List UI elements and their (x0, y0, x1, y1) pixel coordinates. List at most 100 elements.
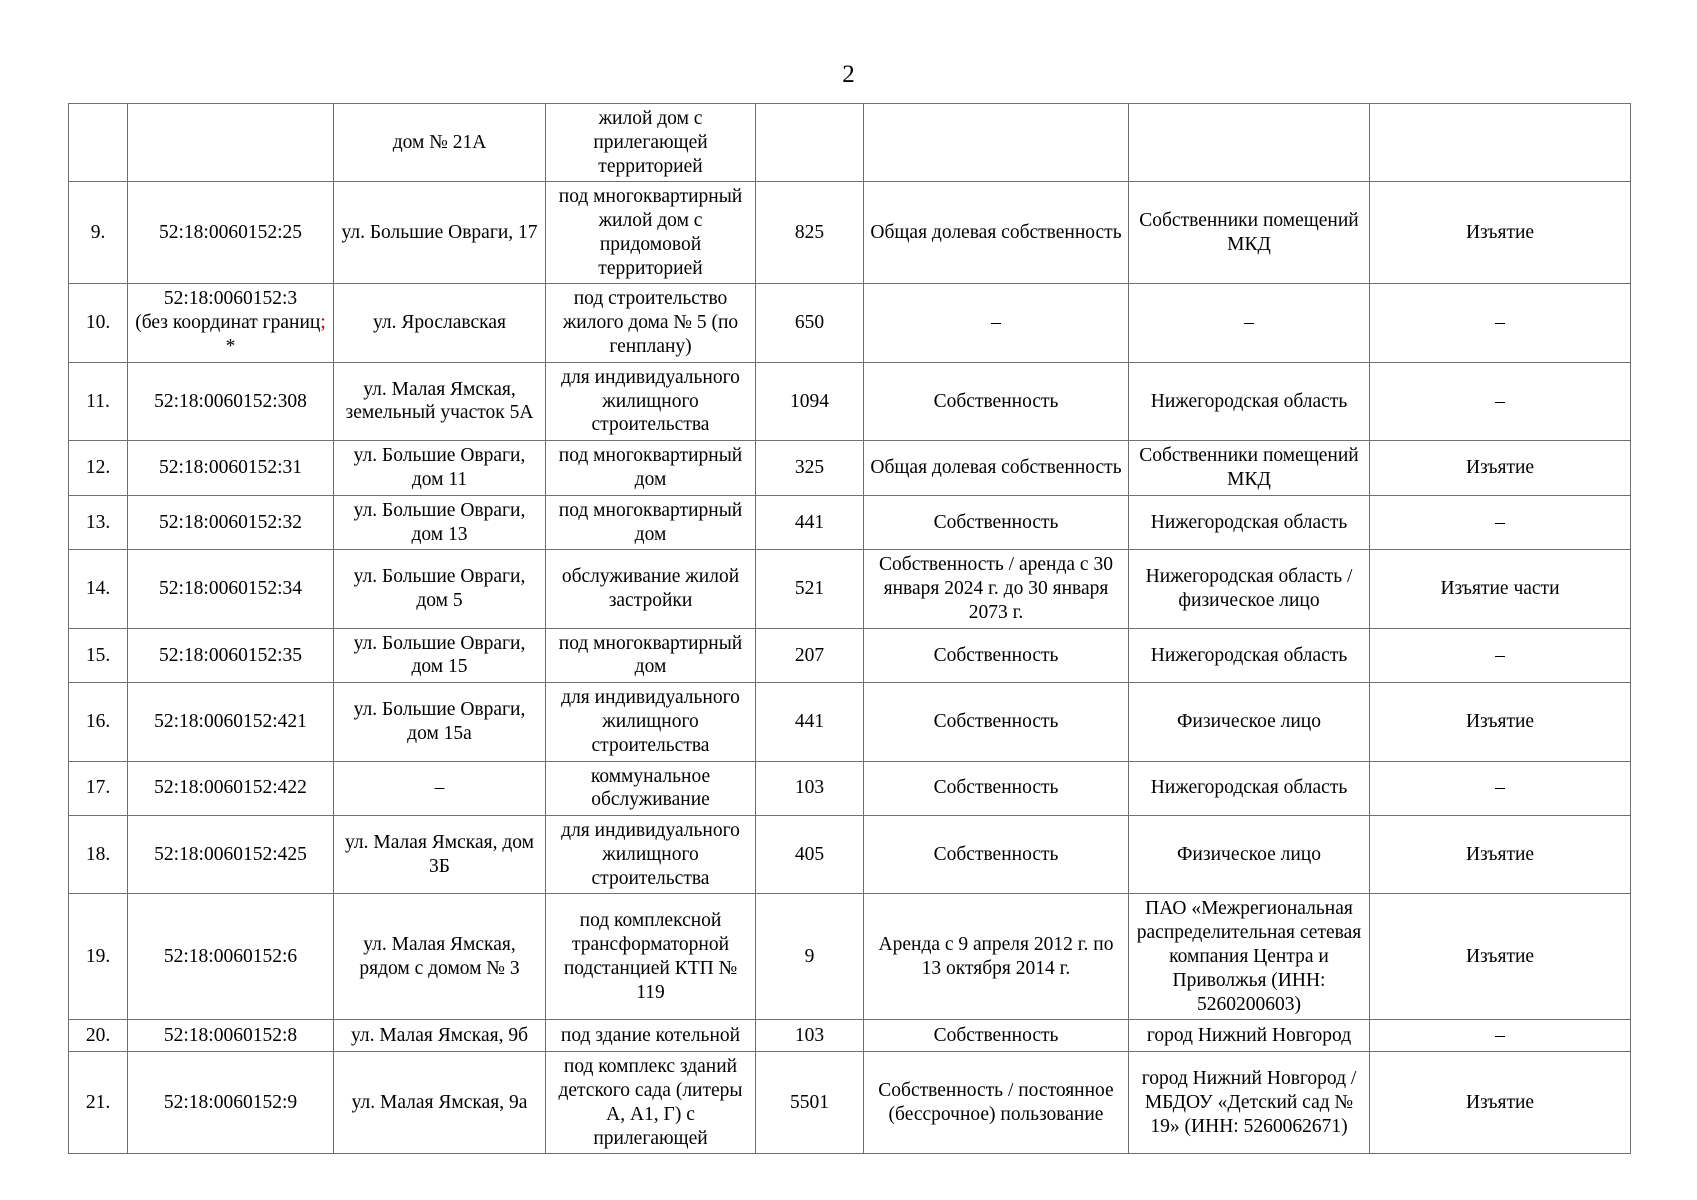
table-row: 17. 52:18:0060152:422 – коммунальное обс… (68, 760, 1631, 817)
cell-action: – (1369, 283, 1631, 363)
cell-right-type: Собственность (863, 627, 1129, 684)
table-row: 19. 52:18:0060152:6 ул. Малая Ямская, ря… (68, 893, 1631, 1021)
cell-address: – (333, 760, 546, 817)
cell-area: 441 (755, 682, 864, 762)
cell-right-type: Общая долевая собственность (863, 440, 1129, 496)
cell-action: Изъятие (1369, 815, 1631, 895)
cell-cadastral-number (127, 102, 334, 183)
cell-address: ул. Большие Овраги, дом 13 (333, 494, 546, 551)
cell-cadastral-number: 52:18:0060152:32 (127, 494, 334, 551)
cell-area: 1094 (755, 361, 864, 442)
cell-permitted-use: жилой дом с прилегающей территорией (545, 102, 756, 183)
cell-address: ул. Большие Овраги, дом 15 (333, 627, 546, 684)
table-row: 10. 52:18:0060152:3 (без координат грани… (68, 283, 1631, 363)
cell-cadastral-number: 52:18:0060152:35 (127, 627, 334, 684)
table-row: 13. 52:18:0060152:32 ул. Большие Овраги,… (68, 494, 1631, 551)
cell-permitted-use: коммунальное обслуживание (545, 760, 756, 817)
cell-address: ул. Малая Ямская, 9а (333, 1051, 546, 1155)
cell-row-number: 9. (68, 181, 128, 285)
cell-permitted-use: обслуживание жилой застройки (545, 549, 756, 629)
cell-cadastral-number: 52:18:0060152:25 (127, 181, 334, 285)
cell-permitted-use: для индивидуального жилищного строительс… (545, 682, 756, 762)
table-row: 16. 52:18:0060152:421 ул. Большие Овраги… (68, 682, 1631, 762)
cell-right-holder: Нижегородская область (1128, 760, 1370, 817)
cell-right-holder: ПАО «Межрегиональная распределительная с… (1128, 893, 1370, 1021)
cell-address: ул. Малая Ямская, рядом с домом № 3 (333, 893, 546, 1021)
cell-address: ул. Большие Овраги, 17 (333, 181, 546, 285)
cell-right-holder: Собственники помещений МКД (1128, 181, 1370, 285)
tracked-change-mark: ; (320, 312, 326, 334)
cell-action (1369, 102, 1631, 183)
cell-row-number: 14. (68, 549, 128, 629)
cell-permitted-use: для индивидуального жилищного строительс… (545, 361, 756, 442)
cell-action: Изъятие (1369, 893, 1631, 1021)
cell-permitted-use: для индивидуального жилищного строительс… (545, 815, 756, 895)
cell-cadastral-number: 52:18:0060152:425 (127, 815, 334, 895)
cell-area: 825 (755, 181, 864, 285)
cell-cadastral-number: 52:18:0060152:421 (127, 682, 334, 762)
cell-right-type: Собственность (863, 1019, 1129, 1053)
cell-cadastral-number: 52:18:0060152:8 (127, 1019, 334, 1053)
land-plots-table: дом № 21А жилой дом с прилегающей террит… (68, 102, 1631, 1155)
cell-action: Изъятие (1369, 181, 1631, 285)
cell-right-type: Собственность / постоянное (бессрочное) … (863, 1051, 1129, 1155)
cell-address: ул. Большие Овраги, дом 11 (333, 440, 546, 496)
cell-permitted-use: под многоквартирный дом (545, 440, 756, 496)
cell-permitted-use: под многоквартирный жилой дом с придомов… (545, 181, 756, 285)
land-plots-table-container: дом № 21А жилой дом с прилегающей террит… (68, 102, 1631, 1155)
cell-permitted-use: под комплекс зданий детского сада (литер… (545, 1051, 756, 1155)
cell-address: ул. Малая Ямская, дом 3Б (333, 815, 546, 895)
land-plots-table-body: дом № 21А жилой дом с прилегающей террит… (68, 102, 1631, 1155)
table-row: 11. 52:18:0060152:308 ул. Малая Ямская, … (68, 361, 1631, 442)
cell-row-number: 11. (68, 361, 128, 442)
cell-address: дом № 21А (333, 102, 546, 183)
cell-action: Изъятие части (1369, 549, 1631, 629)
cell-permitted-use: под многоквартирный дом (545, 627, 756, 684)
cell-right-type: – (863, 283, 1129, 363)
cell-area: 207 (755, 627, 864, 684)
cell-row-number: 21. (68, 1051, 128, 1155)
cell-row-number: 16. (68, 682, 128, 762)
cell-area: 103 (755, 1019, 864, 1053)
table-row: 15. 52:18:0060152:35 ул. Большие Овраги,… (68, 627, 1631, 684)
cell-right-type: Собственность (863, 760, 1129, 817)
cell-address: ул. Большие Овраги, дом 5 (333, 549, 546, 629)
table-row: 14. 52:18:0060152:34 ул. Большие Овраги,… (68, 549, 1631, 629)
cell-area: 521 (755, 549, 864, 629)
cell-row-number (68, 102, 128, 183)
cell-right-holder: Нижегородская область (1128, 627, 1370, 684)
cell-address: ул. Малая Ямская, земельный участок 5А (333, 361, 546, 442)
cell-action: Изъятие (1369, 682, 1631, 762)
cell-address: ул. Малая Ямская, 9б (333, 1019, 546, 1053)
cell-address: ул. Большие Овраги, дом 15а (333, 682, 546, 762)
cell-row-number: 13. (68, 494, 128, 551)
cell-right-holder: город Нижний Новгород (1128, 1019, 1370, 1053)
table-row: 12. 52:18:0060152:31 ул. Большие Овраги,… (68, 440, 1631, 496)
cell-right-holder: Нижегородская область / физическое лицо (1128, 549, 1370, 629)
cell-area: 325 (755, 440, 864, 496)
cell-right-holder: Нижегородская область (1128, 361, 1370, 442)
cell-permitted-use: под комплексной трансформаторной подстан… (545, 893, 756, 1021)
cell-cadastral-number: 52:18:0060152:422 (127, 760, 334, 817)
cell-right-holder: Собственники помещений МКД (1128, 440, 1370, 496)
cell-cadastral-number: 52:18:0060152:3 (без координат границ; * (127, 283, 334, 363)
cell-right-holder: город Нижний Новгород / МБДОУ «Детский с… (1128, 1051, 1370, 1155)
cell-permitted-use: под строительство жилого дома № 5 (по ге… (545, 283, 756, 363)
cell-action: Изъятие (1369, 440, 1631, 496)
cell-right-holder: Физическое лицо (1128, 682, 1370, 762)
table-row: 21. 52:18:0060152:9 ул. Малая Ямская, 9а… (68, 1051, 1631, 1155)
cell-right-type: Собственность / аренда с 30 января 2024 … (863, 549, 1129, 629)
cell-row-number: 10. (68, 283, 128, 363)
cell-permitted-use: под многоквартирный дом (545, 494, 756, 551)
cell-action: – (1369, 627, 1631, 684)
cell-action: – (1369, 361, 1631, 442)
cell-permitted-use: под здание котельной (545, 1019, 756, 1053)
cell-right-type: Собственность (863, 361, 1129, 442)
cadastral-number-note: (без координат границ (135, 312, 321, 334)
cell-right-type: Собственность (863, 494, 1129, 551)
table-row: дом № 21А жилой дом с прилегающей террит… (68, 102, 1631, 183)
cell-right-holder: Физическое лицо (1128, 815, 1370, 895)
table-row: 18. 52:18:0060152:425 ул. Малая Ямская, … (68, 815, 1631, 895)
cell-cadastral-number: 52:18:0060152:9 (127, 1051, 334, 1155)
